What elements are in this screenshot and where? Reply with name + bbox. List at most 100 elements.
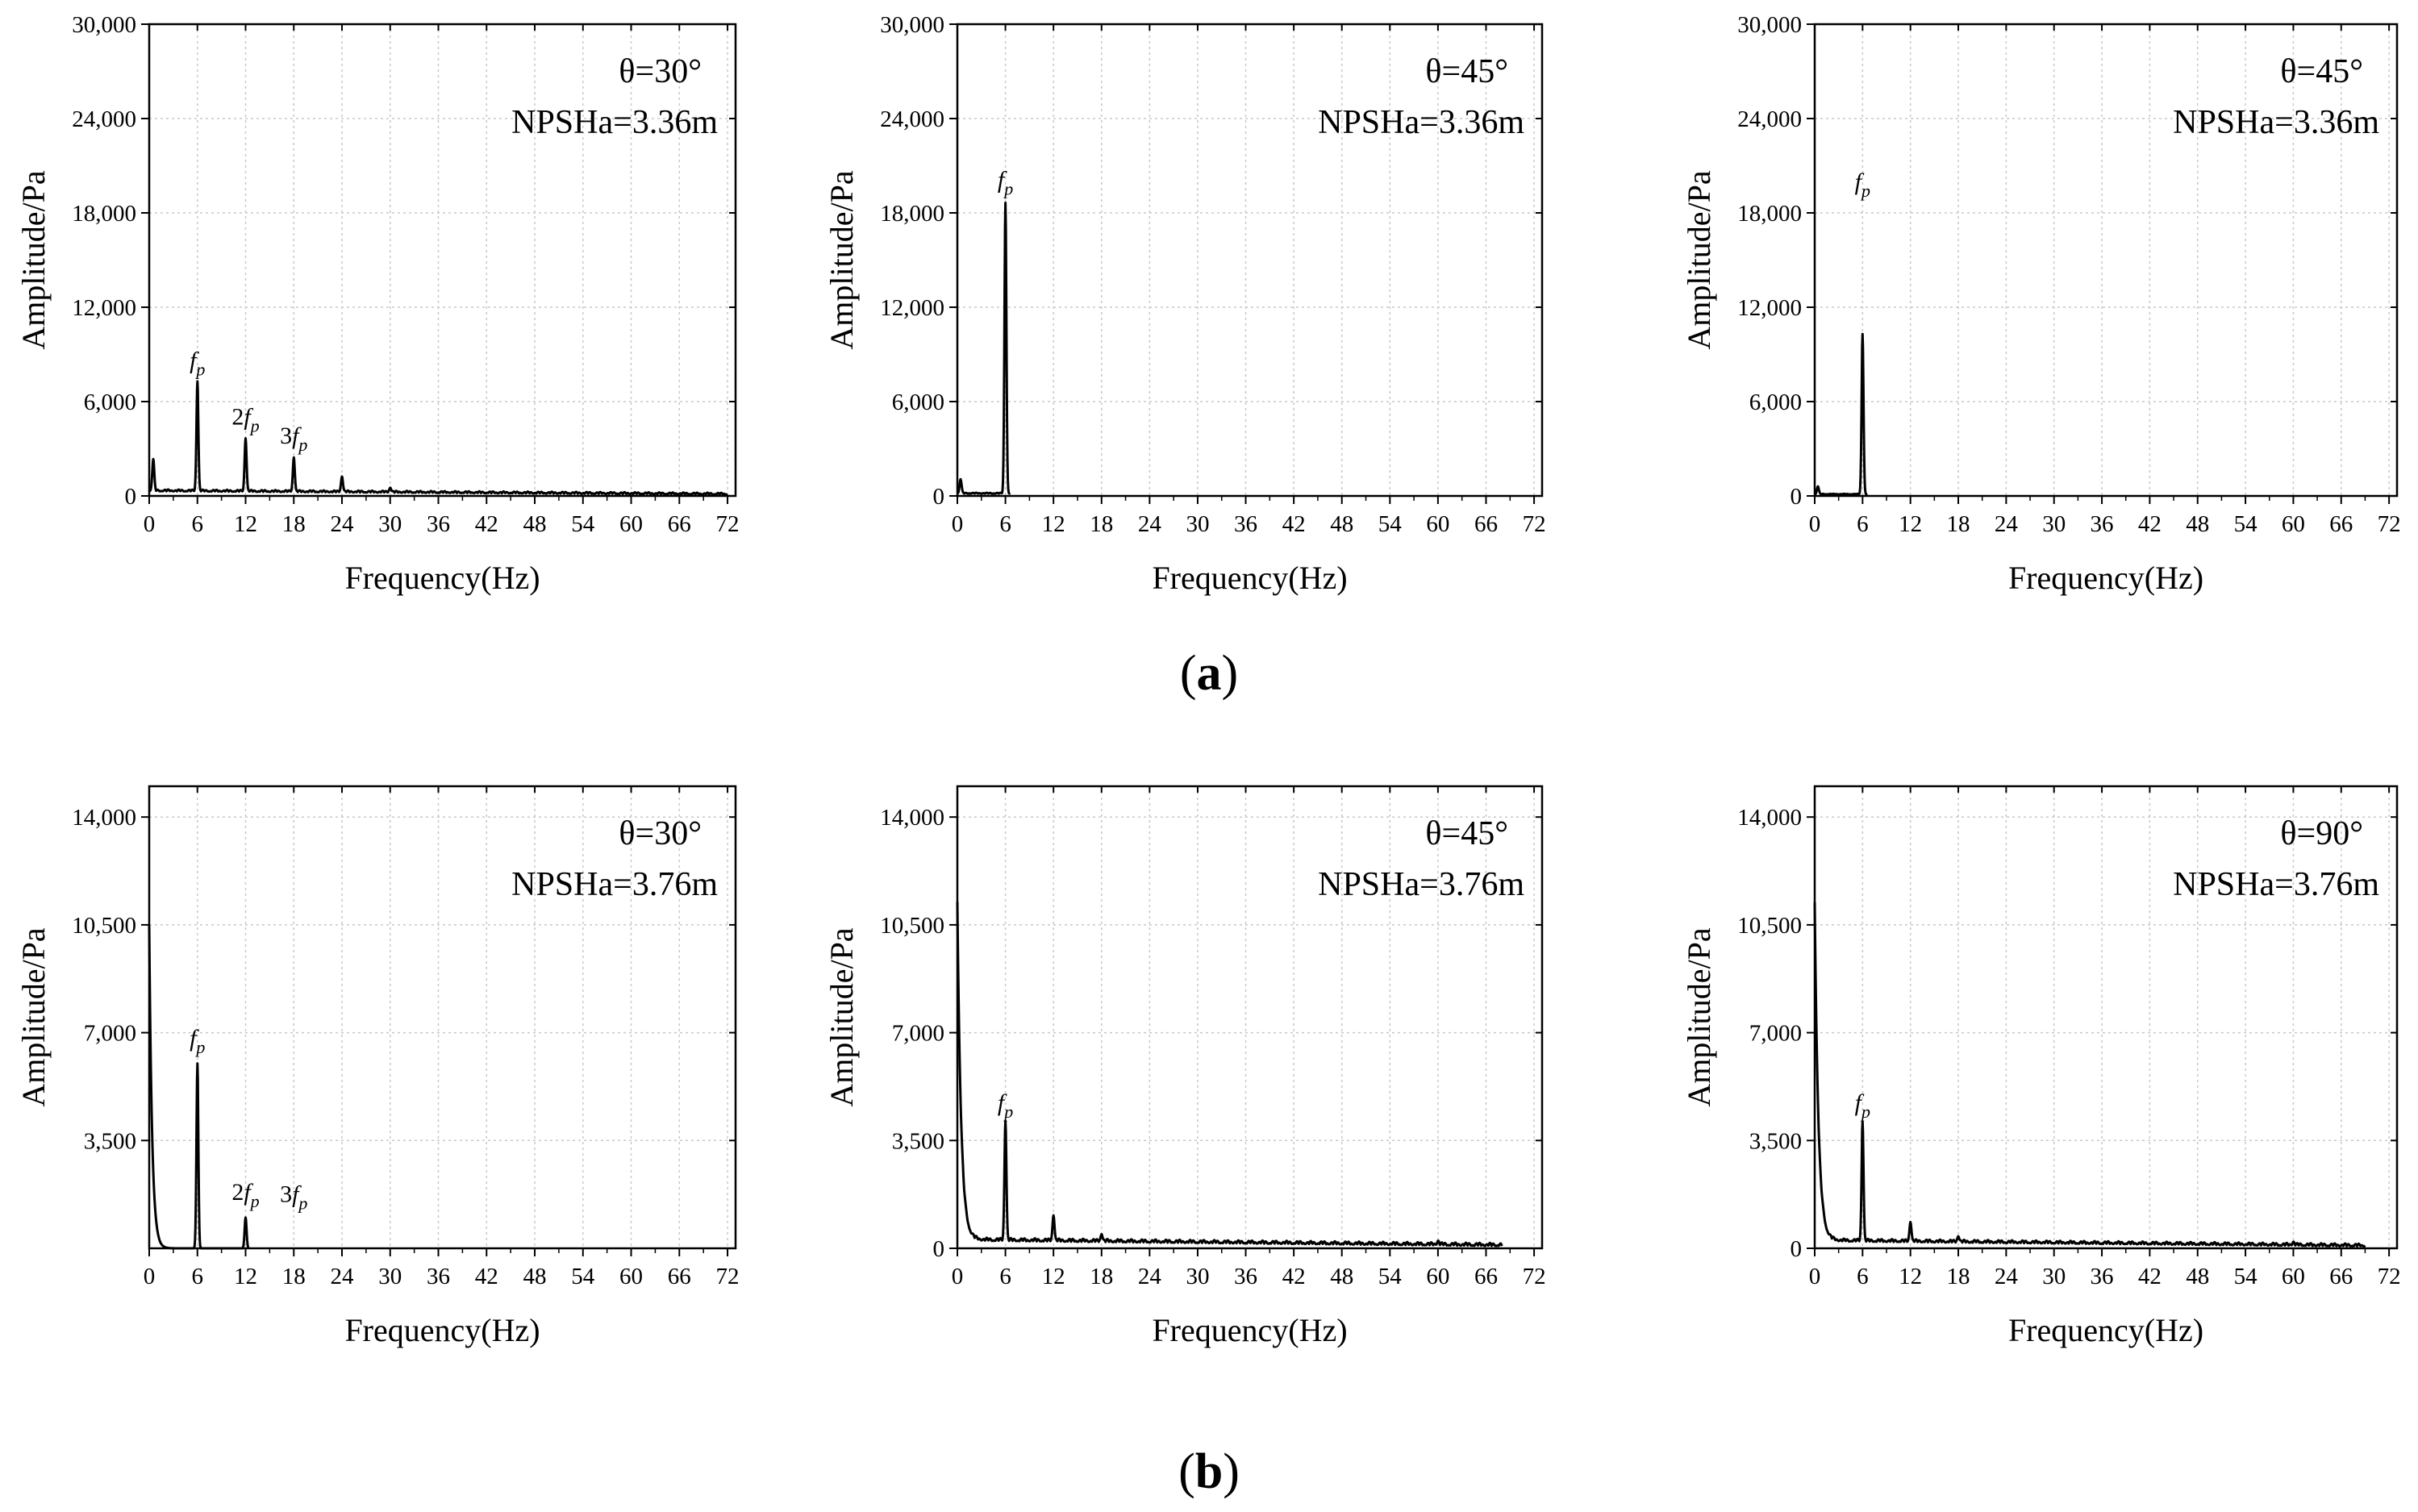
y-tick-label: 0 [933,1236,945,1262]
x-tick-label: 24 [331,1264,355,1289]
x-tick-label: 30 [378,511,402,537]
series-line [1814,332,1869,496]
y-tick-label: 7,000 [892,1021,944,1047]
x-tick-label: 0 [1809,511,1821,537]
annotation-npsha: NPSHa=3.36m [2173,104,2379,141]
y-tick-label: 24,000 [880,106,944,132]
x-tick-label: 66 [668,1264,691,1289]
annotation-npsha: NPSHa=3.76m [2173,866,2379,903]
x-tick-label: 48 [1330,1264,1353,1289]
series-line [956,902,1503,1248]
plot-frame [148,23,737,498]
peak-label: fp [998,1089,1013,1122]
x-tick-label: 66 [1474,511,1498,537]
y-tick-label: 12,000 [72,295,136,321]
y-axis-label: Amplitude/Pa [15,170,52,349]
panel-b3: 0 6 12 18 24 30 36 42 48 54 60 66 72 0 3,500 7,000 10,50… [1681,785,2401,1348]
y-tick-label: 0 [1791,1236,1803,1262]
x-tick-label: 48 [523,1264,547,1289]
peak-label: 2fp [231,1179,259,1211]
y-tick-label: 3,500 [1749,1128,1802,1154]
series-line [957,202,1011,495]
y-tick-label: 12,000 [880,295,944,321]
x-tick-label: 18 [282,511,306,537]
x-tick-label: 30 [2042,1264,2066,1289]
y-tick-label: 12,000 [1737,295,1802,321]
y-tick-label: 7,000 [1749,1021,1802,1047]
x-tick-label: 54 [1378,1264,1403,1289]
x-tick-label: 36 [2091,511,2114,537]
x-tick-label: 12 [234,1264,257,1289]
x-tick-label: 72 [716,511,740,537]
x-tick-label: 66 [2329,1264,2353,1289]
peak-label: fp [1855,1089,1870,1122]
annotation-angle: θ=45° [1425,815,1508,852]
x-tick-label: 48 [2186,511,2209,537]
annotation-angle: θ=30° [619,53,702,90]
y-tick-label: 0 [1791,484,1803,510]
x-tick-label: 30 [378,1264,402,1289]
y-axis-label: Amplitude/Pa [823,927,860,1106]
x-tick-label: 66 [668,511,691,537]
y-tick-label: 10,500 [880,913,944,939]
x-tick-label: 0 [952,511,964,537]
x-tick-label: 72 [1523,511,1546,537]
x-tick-label: 48 [523,511,547,537]
y-tick-label: 24,000 [72,106,136,132]
x-tick-label: 42 [2138,511,2162,537]
x-tick-label: 60 [619,1264,643,1289]
x-tick-label: 6 [999,511,1011,537]
panel-b2: 0 6 12 18 24 30 36 42 48 54 60 66 72 0 3,500 7,000 10,50… [823,785,1546,1348]
y-tick-label: 3,500 [892,1128,944,1154]
x-tick-label: 30 [2042,511,2066,537]
x-axis-label: Frequency(Hz) [2008,1312,2203,1348]
x-tick-label: 12 [1899,1264,1922,1289]
x-tick-label: 6 [999,1264,1011,1289]
series-line [1813,902,2366,1248]
x-tick-label: 60 [1426,511,1449,537]
x-tick-label: 36 [1234,511,1257,537]
y-tick-label: 6,000 [1749,389,1802,415]
x-tick-label: 42 [2138,1264,2162,1289]
y-tick-label: 30,000 [72,12,136,38]
caption-b: (b) [1178,1444,1240,1499]
x-tick-label: 0 [144,1264,156,1289]
x-tick-label: 24 [1138,511,1162,537]
y-tick-label: 24,000 [1737,106,1802,132]
x-tick-label: 54 [2234,511,2258,537]
x-tick-label: 72 [1523,1264,1546,1289]
y-tick-label: 18,000 [72,201,136,227]
x-tick-label: 30 [1186,511,1209,537]
x-tick-label: 12 [1042,511,1065,537]
plot-frame [148,785,737,1250]
x-tick-label: 12 [234,511,257,537]
y-tick-label: 3,500 [84,1128,136,1154]
panel-b1: 0 6 12 18 24 30 36 42 48 54 60 66 72 3,500 7,000 10,500… [15,785,740,1348]
x-tick-label: 60 [1426,1264,1449,1289]
x-tick-label: 6 [1857,1264,1869,1289]
x-tick-label: 66 [1474,1264,1498,1289]
y-tick-label: 7,000 [84,1021,136,1047]
x-tick-label: 18 [1947,1264,1970,1289]
x-tick-label: 0 [1809,1264,1821,1289]
x-tick-label: 48 [2186,1264,2209,1289]
x-tick-label: 66 [2329,511,2353,537]
x-tick-label: 18 [1947,511,1970,537]
x-tick-label: 54 [571,511,595,537]
y-axis-label: Amplitude/Pa [823,170,860,349]
x-tick-label: 54 [2234,1264,2258,1289]
plot-frame [1813,23,2399,498]
y-tick-label: 18,000 [880,201,944,227]
annotation-angle: θ=90° [2280,815,2363,852]
plot-frame [956,23,1544,498]
x-tick-label: 36 [1234,1264,1257,1289]
x-tick-label: 60 [619,511,643,537]
x-tick-label: 54 [1378,511,1403,537]
x-tick-label: 12 [1899,511,1922,537]
series-line [148,380,728,496]
annotation-angle: θ=30° [619,815,702,852]
x-tick-label: 24 [1995,511,2019,537]
annotation-npsha: NPSHa=3.36m [1318,104,1524,141]
annotation-npsha: NPSHa=3.76m [511,866,718,903]
